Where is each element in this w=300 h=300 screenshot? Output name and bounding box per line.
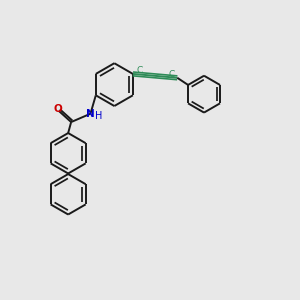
Text: H: H [95,110,103,121]
Text: C: C [168,70,175,79]
Text: N: N [86,109,95,119]
Text: C: C [136,66,142,75]
Text: O: O [54,104,62,114]
